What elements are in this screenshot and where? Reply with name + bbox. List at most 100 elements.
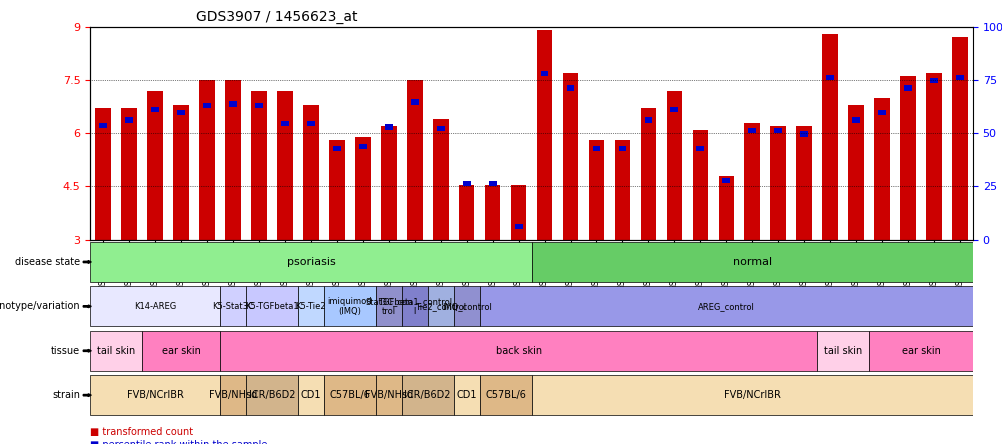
Bar: [303, 105, 319, 240]
FancyBboxPatch shape: [90, 242, 531, 282]
Bar: [333, 146, 341, 151]
Bar: [121, 108, 137, 240]
Bar: [177, 110, 184, 115]
Text: CD1: CD1: [301, 390, 321, 400]
FancyBboxPatch shape: [219, 375, 245, 415]
Bar: [277, 91, 293, 240]
Bar: [929, 78, 937, 83]
Bar: [147, 91, 162, 240]
FancyBboxPatch shape: [376, 286, 402, 326]
Bar: [488, 181, 496, 186]
Bar: [800, 131, 808, 137]
Bar: [459, 185, 474, 240]
Bar: [951, 37, 967, 240]
Bar: [747, 128, 756, 133]
Text: tail skin: tail skin: [97, 346, 135, 356]
Bar: [407, 80, 422, 240]
Bar: [203, 103, 210, 108]
Bar: [250, 91, 267, 240]
Bar: [955, 75, 963, 80]
FancyBboxPatch shape: [868, 331, 972, 371]
Text: psoriasis: psoriasis: [287, 257, 335, 267]
FancyBboxPatch shape: [479, 375, 531, 415]
Bar: [822, 34, 837, 240]
Text: Stat3C_con
trol: Stat3C_con trol: [365, 297, 412, 316]
Bar: [359, 144, 367, 149]
Bar: [173, 105, 188, 240]
FancyBboxPatch shape: [219, 286, 245, 326]
Bar: [199, 80, 214, 240]
FancyBboxPatch shape: [402, 375, 453, 415]
Bar: [874, 98, 889, 240]
Text: CD1: CD1: [456, 390, 477, 400]
FancyBboxPatch shape: [90, 286, 219, 326]
FancyBboxPatch shape: [531, 375, 972, 415]
Text: ear skin: ear skin: [901, 346, 940, 356]
Text: K5-TGFbeta1: K5-TGFbeta1: [244, 302, 299, 311]
Text: ■ percentile rank within the sample: ■ percentile rank within the sample: [90, 440, 268, 444]
FancyBboxPatch shape: [479, 286, 972, 326]
Bar: [900, 76, 915, 240]
Bar: [848, 105, 863, 240]
Bar: [228, 101, 236, 107]
Bar: [925, 73, 941, 240]
FancyBboxPatch shape: [427, 286, 453, 326]
Bar: [125, 117, 133, 123]
Bar: [878, 110, 885, 115]
Bar: [566, 85, 574, 91]
Bar: [510, 185, 526, 240]
Bar: [770, 126, 786, 240]
Bar: [721, 178, 729, 183]
Bar: [484, 185, 500, 240]
Text: TGFbeta1_control
l: TGFbeta1_control l: [378, 297, 451, 316]
FancyBboxPatch shape: [245, 286, 298, 326]
Bar: [433, 119, 448, 240]
Bar: [151, 107, 159, 112]
FancyBboxPatch shape: [817, 331, 868, 371]
Text: FVB/NHsd: FVB/NHsd: [365, 390, 413, 400]
Bar: [666, 91, 681, 240]
Text: K5-Stat3C: K5-Stat3C: [211, 302, 254, 311]
Bar: [462, 181, 470, 186]
Text: Tie2_control: Tie2_control: [415, 302, 466, 311]
Text: FVB/NCrIBR: FVB/NCrIBR: [723, 390, 780, 400]
FancyBboxPatch shape: [376, 375, 402, 415]
FancyBboxPatch shape: [298, 375, 324, 415]
FancyBboxPatch shape: [453, 375, 479, 415]
Bar: [695, 146, 703, 151]
Bar: [95, 108, 111, 240]
Bar: [618, 146, 625, 151]
Bar: [381, 126, 396, 240]
Bar: [225, 80, 240, 240]
Text: strain: strain: [52, 390, 80, 400]
FancyBboxPatch shape: [245, 375, 298, 415]
FancyBboxPatch shape: [402, 286, 427, 326]
Text: normal: normal: [731, 257, 772, 267]
Bar: [329, 140, 345, 240]
Bar: [614, 140, 629, 240]
Bar: [385, 124, 393, 130]
Bar: [255, 103, 263, 108]
Bar: [281, 121, 289, 126]
Bar: [562, 73, 578, 240]
Text: ■ transformed count: ■ transformed count: [90, 427, 193, 437]
Text: ear skin: ear skin: [161, 346, 200, 356]
Bar: [743, 123, 760, 240]
Text: ICR/B6D2: ICR/B6D2: [404, 390, 451, 400]
Bar: [411, 99, 418, 105]
Bar: [514, 224, 522, 229]
Bar: [592, 146, 600, 151]
Bar: [640, 108, 655, 240]
Text: genotype/variation: genotype/variation: [0, 301, 80, 311]
Text: K5-Tie2: K5-Tie2: [296, 302, 326, 311]
FancyBboxPatch shape: [531, 242, 972, 282]
Text: FVB/NCrIBR: FVB/NCrIBR: [126, 390, 183, 400]
Text: C57BL/6: C57BL/6: [485, 390, 525, 400]
Bar: [536, 30, 552, 240]
Bar: [717, 176, 733, 240]
FancyBboxPatch shape: [453, 286, 479, 326]
Bar: [355, 137, 371, 240]
FancyBboxPatch shape: [142, 331, 219, 371]
FancyBboxPatch shape: [219, 331, 817, 371]
Bar: [826, 75, 834, 80]
